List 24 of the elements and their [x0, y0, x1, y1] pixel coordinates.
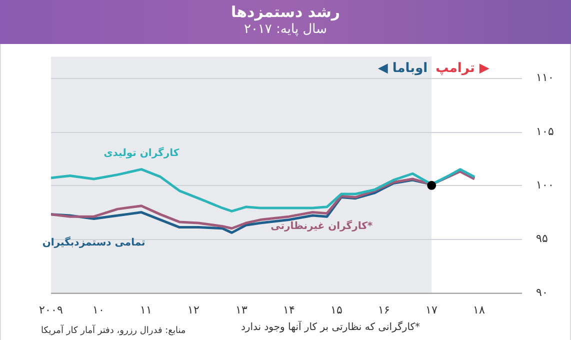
text: منابع: فدرال رزرو، دفتر آمار کار آمریکا: [41, 326, 186, 336]
x-tick-label: ۱۷: [426, 304, 438, 316]
x-tick-label: ۱۰: [92, 304, 105, 316]
y-tick-label: ۱۰۰: [536, 179, 554, 192]
y-tick-label: ۹۰: [536, 286, 548, 299]
y-tick-label: ۱۱۰: [536, 72, 554, 84]
x-tick-label: ۱۸: [473, 304, 486, 316]
series-label: کارگران تولیدی: [104, 146, 180, 159]
text: *کارگرانی که نظارتی بر کار آنها وجود ندارد: [240, 322, 420, 333]
chart-subtitle: سال پایه: ۲۰۱۷: [242, 21, 328, 39]
chart-title: رشد دستمزدها: [230, 2, 341, 21]
series-label: کارگران غیرنظارتی*: [270, 218, 374, 232]
x-tick-label: ۱۲: [188, 304, 200, 316]
x-tick-label: ۲۰۰۹: [39, 304, 63, 316]
band-label: ◀ اوباما: [378, 60, 428, 76]
x-tick-label: ۱۱: [140, 304, 152, 316]
y-tick-label: ۱۰۵: [536, 126, 554, 138]
x-tick-label: ۱۵: [330, 304, 342, 316]
text: تمامی دستمزدبگیران: [42, 235, 146, 248]
x-tick-label: ۱۴: [282, 304, 295, 316]
y-tick-label: ۹۵: [536, 233, 548, 246]
x-tick-label: ۱۶: [378, 304, 390, 316]
annotation: ترامپ ▶: [436, 60, 490, 76]
x-tick-label: ۱۳: [235, 304, 248, 316]
